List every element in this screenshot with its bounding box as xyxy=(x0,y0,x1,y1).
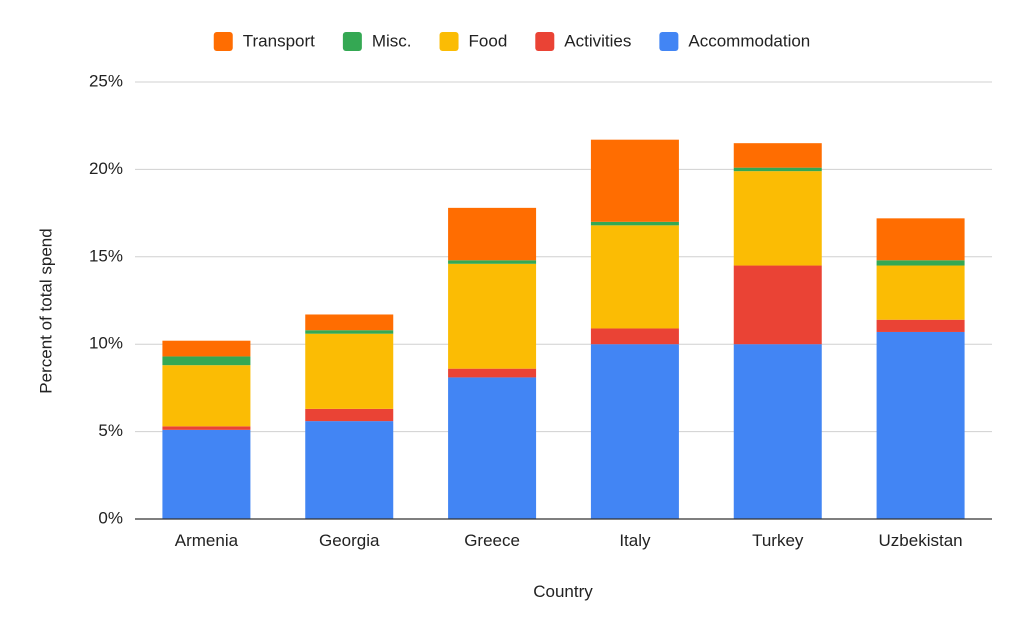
legend-label: Misc. xyxy=(372,31,412,50)
legend-item-misc: Misc. xyxy=(342,31,412,51)
bar-italy-transport xyxy=(590,139,679,222)
x-tick-labels: Armenia Georgia Greece Italy Turkey Uzbekista… xyxy=(175,531,963,550)
x-tick-label: Greece xyxy=(464,531,520,550)
y-tick-label: 25% xyxy=(89,71,123,90)
bar-italy-food xyxy=(590,225,679,329)
bar-greece-misc xyxy=(448,260,537,264)
bar-georgia-food xyxy=(305,333,394,409)
x-tick-label: Italy xyxy=(619,531,651,550)
bar-turkey-accommodation xyxy=(733,344,822,519)
bar-armenia-accommodation xyxy=(162,429,251,519)
bar-uzbekistan-activities xyxy=(876,319,965,332)
y-tick-label: 15% xyxy=(89,246,123,265)
bar-uzbekistan-misc xyxy=(876,260,965,266)
bar-turkey-misc xyxy=(733,167,822,172)
legend-swatch xyxy=(535,32,555,51)
bar-turkey-activities xyxy=(733,265,822,345)
bar-italy-activities xyxy=(590,328,679,345)
bar-greece-transport xyxy=(448,207,537,261)
bar-armenia-activities xyxy=(162,426,251,430)
legend-swatch xyxy=(342,32,362,51)
x-tick-label: Turkey xyxy=(752,531,804,550)
legend-item-transport: Transport xyxy=(213,31,315,51)
legend-item-accommodation: Accommodation xyxy=(659,31,810,51)
bar-greece-food xyxy=(448,263,537,369)
y-tick-label: 0% xyxy=(98,508,123,527)
legend-label: Activities xyxy=(564,31,631,50)
bar-armenia-misc xyxy=(162,356,251,366)
legend-label: Transport xyxy=(243,31,315,50)
bar-italy-accommodation xyxy=(590,344,679,519)
gridlines xyxy=(135,81,992,433)
legend-label: Food xyxy=(469,31,508,50)
y-tick-label: 20% xyxy=(89,159,123,178)
bar-georgia-transport xyxy=(305,314,394,331)
y-axis-label: Percent of total spend xyxy=(36,228,55,393)
x-tick-label: Uzbekistan xyxy=(879,531,963,550)
bar-uzbekistan-food xyxy=(876,265,965,320)
legend-item-food: Food xyxy=(439,31,508,51)
x-tick-label: Armenia xyxy=(175,531,239,550)
bar-uzbekistan-transport xyxy=(876,218,965,261)
bar-greece-activities xyxy=(448,368,537,378)
legend-swatch xyxy=(439,32,459,51)
y-tick-label: 5% xyxy=(98,421,123,440)
bar-italy-misc xyxy=(590,221,679,226)
bar-georgia-misc xyxy=(305,330,394,334)
bar-turkey-transport xyxy=(733,143,822,168)
bar-armenia-transport xyxy=(162,340,251,357)
bar-greece-accommodation xyxy=(448,377,537,519)
bar-georgia-activities xyxy=(305,408,394,422)
x-tick-label: Georgia xyxy=(319,531,380,550)
x-axis-label: Country xyxy=(533,582,593,601)
bars-group xyxy=(162,139,965,519)
legend-swatch xyxy=(213,32,233,51)
bar-armenia-food xyxy=(162,365,251,427)
chart-legend: Transport Misc. Food Activities Accommodatio… xyxy=(213,31,810,51)
y-tick-label: 10% xyxy=(89,334,123,353)
y-tick-labels: 0% 5% 10% 15% 20% 25% xyxy=(89,71,123,527)
bar-turkey-food xyxy=(733,171,822,266)
legend-swatch xyxy=(659,32,679,51)
bar-uzbekistan-accommodation xyxy=(876,331,965,519)
legend-item-activities: Activities xyxy=(535,31,631,51)
legend-label: Accommodation xyxy=(688,31,810,50)
bar-georgia-accommodation xyxy=(305,421,394,519)
